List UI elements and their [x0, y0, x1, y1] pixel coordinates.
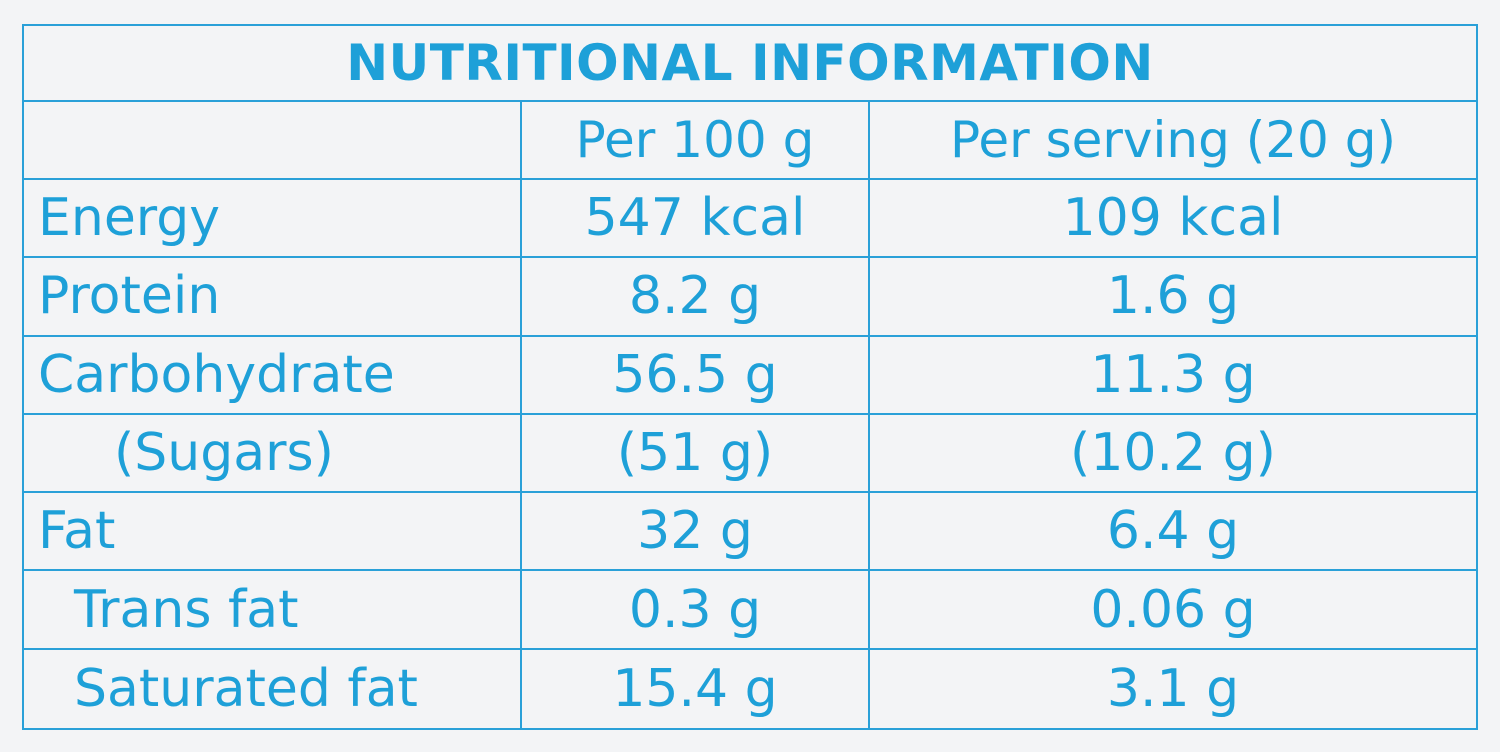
- row-label-protein: Protein: [24, 258, 522, 337]
- row-label-saturated-fat: Saturated fat: [24, 649, 522, 728]
- row-label-carbohydrate: Carbohydrate: [24, 336, 522, 415]
- row-value-fat-per-serving: 6.4 g: [870, 493, 1476, 572]
- row-value-carbohydrate-per-serving: 11.3 g: [870, 337, 1476, 415]
- header-per-serving: Per serving (20 g): [870, 102, 1476, 180]
- row-value-saturated-fat-per-100g: 15.4 g: [522, 649, 870, 728]
- row-label-energy: Energy: [24, 180, 522, 259]
- row-value-energy-per-100g: 547 kcal: [522, 180, 870, 259]
- table-title: NUTRITIONAL INFORMATION: [24, 26, 1476, 102]
- header-per-100g: Per 100 g: [522, 102, 870, 180]
- row-label-sugars: (Sugars): [24, 414, 522, 494]
- row-label-trans-fat: Trans fat: [24, 571, 522, 650]
- row-value-protein-per-100g: 8.2 g: [522, 258, 870, 337]
- row-label-fat: Fat: [24, 493, 522, 572]
- header-label-cell: [24, 102, 522, 180]
- row-value-trans-fat-per-100g: 0.3 g: [522, 571, 870, 650]
- row-value-sugars-per-100g: (51 g): [522, 414, 870, 494]
- row-value-saturated-fat-per-serving: 3.1 g: [1106, 658, 1240, 719]
- row-value-energy-per-serving: 109 kcal: [870, 180, 1476, 259]
- row-value-sugars-per-serving: (10.2 g): [870, 415, 1476, 494]
- row-value-fat-per-100g: 32 g: [522, 493, 870, 572]
- row-value-carbohydrate-per-100g: 56.5 g: [522, 336, 870, 415]
- row-value-protein-per-serving: 1.6 g: [870, 258, 1476, 337]
- row-value-trans-fat-per-serving: 0.06 g: [870, 571, 1476, 650]
- nutrition-table: NUTRITIONAL INFORMATION Per 100 g Per se…: [22, 24, 1478, 730]
- nutrition-grid: Per 100 g Per serving (20 g) Energy 547 …: [24, 102, 1476, 728]
